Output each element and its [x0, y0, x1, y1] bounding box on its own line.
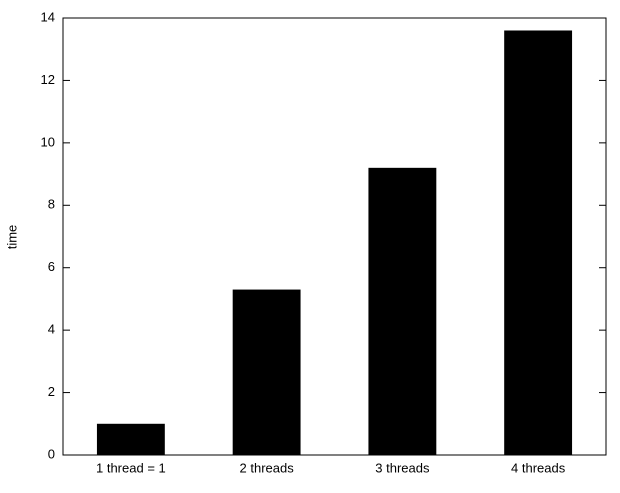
y-axis-label: time [4, 225, 19, 250]
y-tick-label: 10 [41, 134, 55, 149]
y-tick-label: 2 [48, 384, 55, 399]
x-tick-label: 4 threads [511, 460, 566, 475]
y-tick-label: 8 [48, 197, 55, 212]
plot-frame [62, 17, 607, 456]
bar [232, 289, 301, 455]
y-tick-label: 12 [41, 72, 55, 87]
y-tick-label: 4 [48, 322, 55, 337]
bar [96, 423, 165, 455]
y-tick-label: 6 [48, 259, 55, 274]
y-tick-label: 0 [48, 446, 55, 461]
x-tick-label: 1 thread = 1 [96, 460, 166, 475]
bar [368, 167, 437, 456]
x-tick-label: 2 threads [240, 460, 295, 475]
bar [504, 30, 573, 455]
y-tick-label: 14 [41, 9, 55, 24]
x-tick-label: 3 threads [375, 460, 430, 475]
